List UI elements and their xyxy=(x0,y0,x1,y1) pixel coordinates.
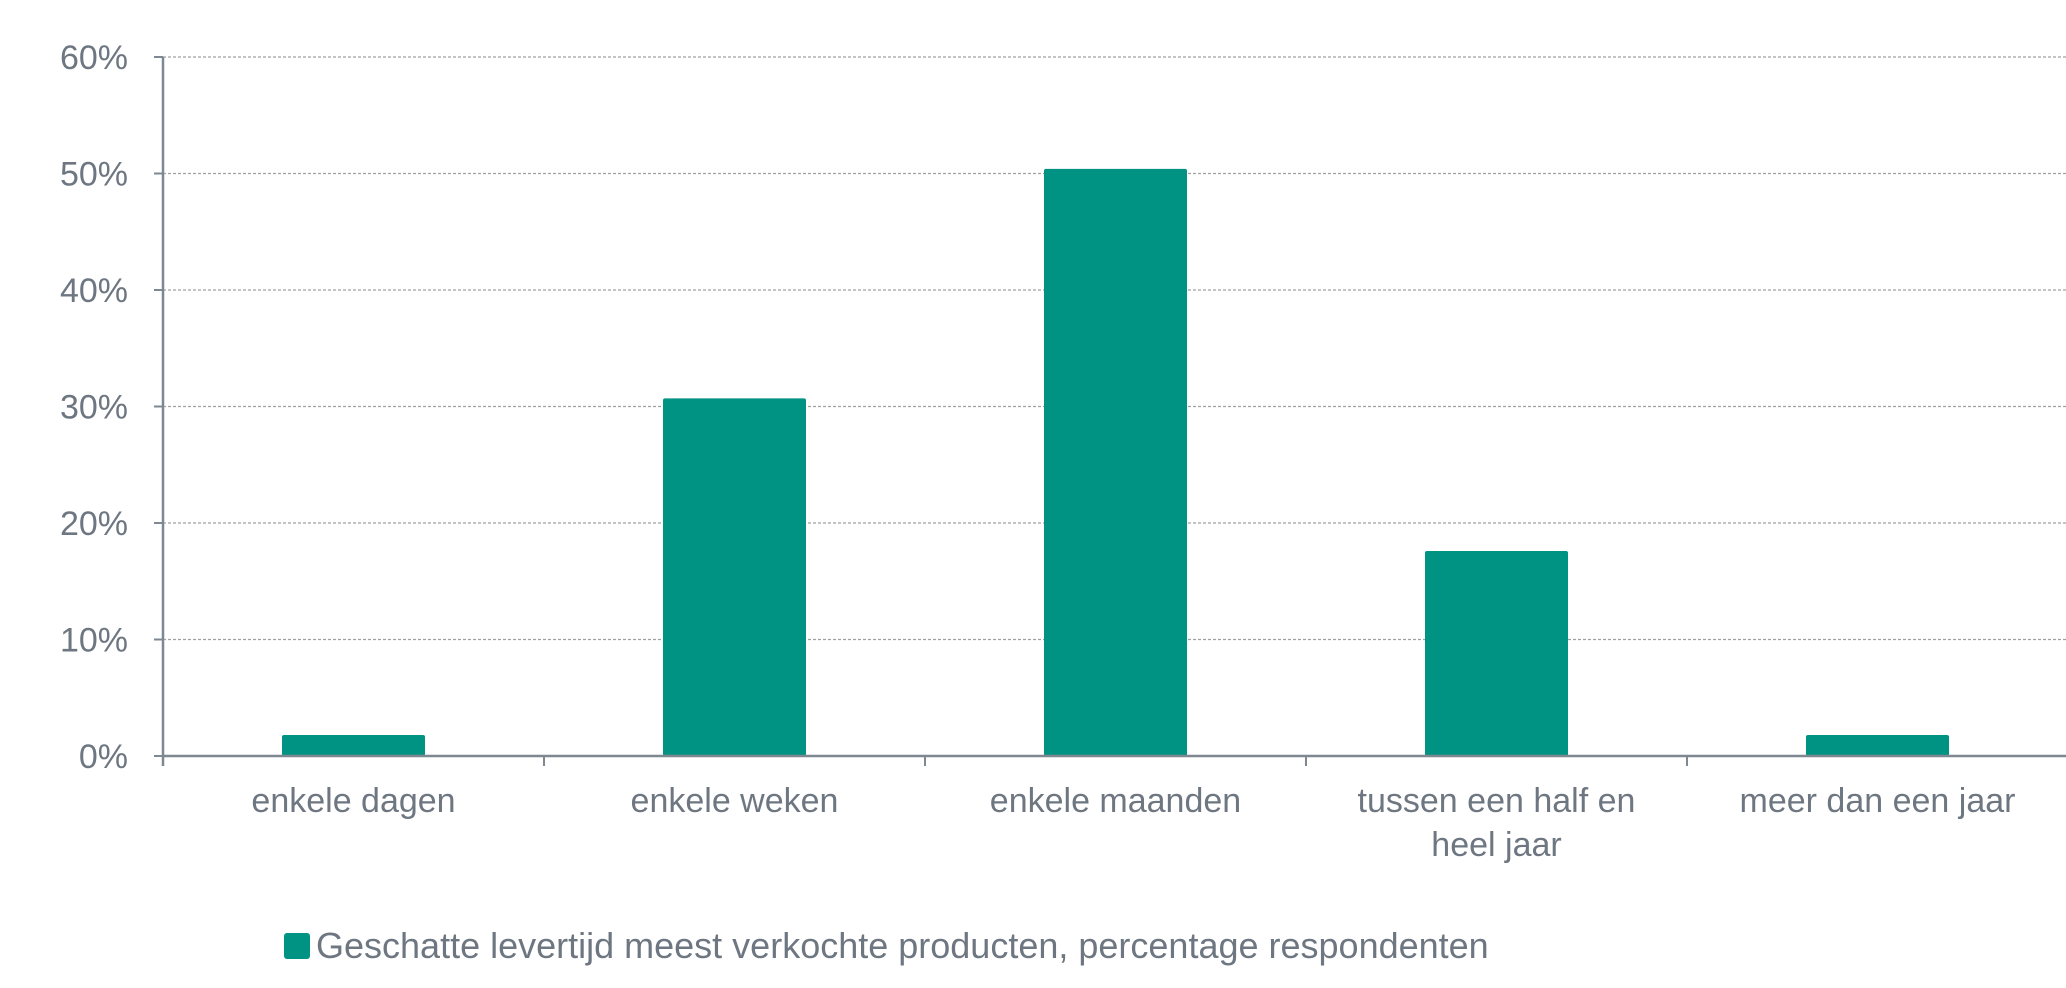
bar xyxy=(1425,550,1568,756)
x-category-labels: enkele dagen enkele weken enkele maanden tu… xyxy=(251,782,2015,864)
x-category-label: tussen een half en heel jaar xyxy=(1358,782,1636,864)
bar xyxy=(1806,735,1949,756)
y-tick-labels: 0% 10% 20% 30% 40% 50% 60% xyxy=(60,39,128,776)
bar xyxy=(1044,168,1187,757)
legend-swatch xyxy=(284,933,310,959)
legend: Geschatte levertijd meest verkochte prod… xyxy=(284,925,1489,966)
bar xyxy=(663,398,806,756)
x-category-label: meer dan een jaar xyxy=(1740,782,2016,820)
axes xyxy=(161,57,2066,766)
y-tick-label: 60% xyxy=(60,39,128,77)
y-tick-label: 0% xyxy=(79,738,128,776)
bars xyxy=(282,168,1949,757)
y-tick-label: 20% xyxy=(60,505,128,543)
y-tick-label: 10% xyxy=(60,622,128,660)
bar xyxy=(282,735,425,756)
y-tick-label: 40% xyxy=(60,272,128,310)
legend-label: Geschatte levertijd meest verkochte prod… xyxy=(316,925,1489,966)
x-category-label: enkele weken xyxy=(631,782,839,820)
y-tick-label: 50% xyxy=(60,156,128,194)
x-category-label: enkele maanden xyxy=(990,782,1241,820)
y-tick-label: 30% xyxy=(60,389,128,427)
x-category-label: enkele dagen xyxy=(251,782,455,820)
